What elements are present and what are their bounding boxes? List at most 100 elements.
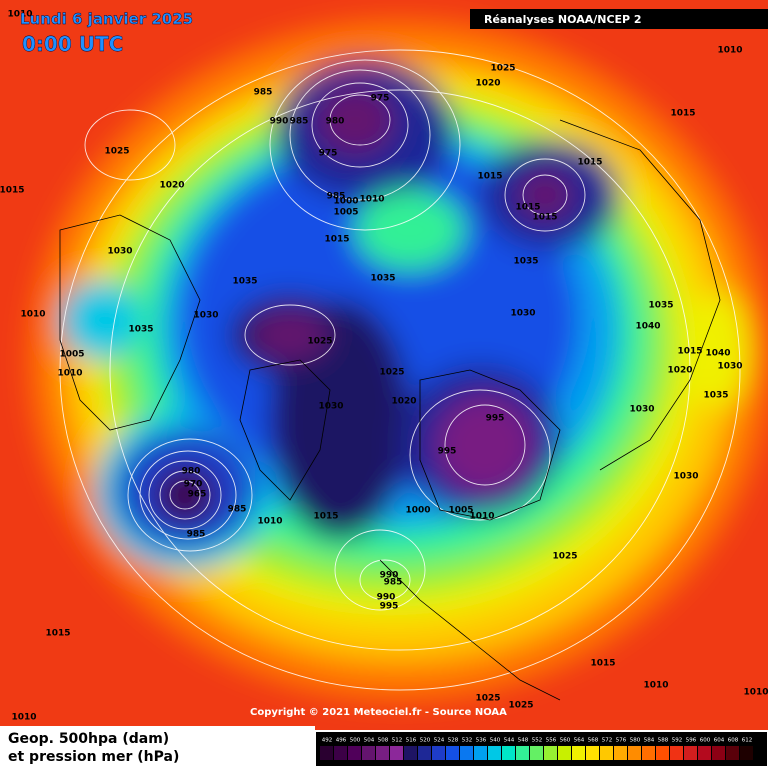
coastlines <box>59 119 721 701</box>
isobar-label: 1015 <box>532 213 557 223</box>
scale-label: 532 <box>462 738 473 744</box>
isobar-label: 1025 <box>552 552 577 562</box>
scale-label: 548 <box>518 738 529 744</box>
scale-swatch <box>670 746 683 760</box>
scale-label: 580 <box>630 738 641 744</box>
isobar-label: 1015 <box>515 203 540 213</box>
isobar-label: 1015 <box>45 629 70 639</box>
scale-swatch <box>544 746 557 760</box>
scale-swatch <box>488 746 501 760</box>
scale-label: 536 <box>476 738 487 744</box>
source-bar <box>470 9 768 29</box>
isobar-label: 1015 <box>313 512 338 522</box>
scale-label: 604 <box>714 738 725 744</box>
scale-swatch <box>628 746 641 760</box>
scale-label: 608 <box>728 738 739 744</box>
scale-label: 572 <box>602 738 613 744</box>
isobar-label: 985 <box>228 505 247 515</box>
isobar-label: 1025 <box>475 694 500 704</box>
scale-swatch <box>684 746 697 760</box>
isobar-label: 1015 <box>670 109 695 119</box>
isobar-label: 1035 <box>128 325 153 335</box>
isobar-label: 965 <box>188 490 207 500</box>
scale-swatch <box>418 746 431 760</box>
isobar-label: 1020 <box>391 397 416 407</box>
isobar-label: 1010 <box>359 195 384 205</box>
scale-label: 500 <box>350 738 361 744</box>
scale-label: 564 <box>574 738 585 744</box>
scale-swatch <box>446 746 459 760</box>
scale-label: 512 <box>392 738 403 744</box>
isobar-label: 1030 <box>107 247 132 257</box>
isobar-label: 1035 <box>513 257 538 267</box>
isobar-label: 1010 <box>717 46 742 56</box>
isobar-label: 990 <box>377 593 396 603</box>
scale-swatch <box>740 746 753 760</box>
isobar-label: 1035 <box>232 277 257 287</box>
isobar-label: 1010 <box>20 310 45 320</box>
isobar-label: 1010 <box>57 369 82 379</box>
isobar-label: 980 <box>182 467 201 477</box>
isobar-label: 1010 <box>469 512 494 522</box>
isobar-label: 1035 <box>648 301 673 311</box>
scale-label: 520 <box>420 738 431 744</box>
isobar-label: 980 <box>326 117 345 127</box>
isobar-label: 1030 <box>510 309 535 319</box>
isobar-label: 1030 <box>318 402 343 412</box>
scale-swatch <box>530 746 543 760</box>
isobar-label: 1015 <box>0 186 25 196</box>
isobar-label: 985 <box>254 88 273 98</box>
isobar-label: 1035 <box>370 274 395 284</box>
scale-swatch <box>558 746 571 760</box>
scale-label: 576 <box>616 738 627 744</box>
colorbar: 492 496 500 504 508 512 516 520 524 528 532 536 540 5… <box>316 732 767 766</box>
scale-label: 508 <box>378 738 389 744</box>
isobar-label: 1020 <box>667 366 692 376</box>
scale-label: 588 <box>658 738 669 744</box>
scale-label: 612 <box>742 738 753 744</box>
isobar-label: 1030 <box>717 362 742 372</box>
scale-swatch <box>362 746 375 760</box>
isobar-label: 1020 <box>159 181 184 191</box>
scale-label: 600 <box>700 738 711 744</box>
scale-swatch <box>642 746 655 760</box>
isobar-label: 1015 <box>477 172 502 182</box>
scale-label: 528 <box>448 738 459 744</box>
isobar-label: 1025 <box>508 701 533 711</box>
isobar-label: 1005 <box>448 506 473 516</box>
legend-title-box <box>0 726 315 768</box>
scale-swatch <box>474 746 487 760</box>
isobar-label: 995 <box>486 414 505 424</box>
geopotential-field <box>30 20 768 700</box>
isobar-label: 970 <box>184 480 203 490</box>
isobar-label: 1030 <box>673 472 698 482</box>
scale-swatch <box>502 746 515 760</box>
isobar-label: 1040 <box>705 349 730 359</box>
isobar-label: 1015 <box>324 235 349 245</box>
scale-swatch <box>460 746 473 760</box>
isobar-label: 1015 <box>577 158 602 168</box>
isobar-label: 1025 <box>490 64 515 74</box>
isobar-label: 1030 <box>193 311 218 321</box>
source-text: Réanalyses NOAA/NCEP 2 <box>484 13 642 26</box>
scale-swatch <box>376 746 389 760</box>
scale-label: 584 <box>644 738 655 744</box>
scale-label: 556 <box>546 738 557 744</box>
scale-swatch <box>712 746 725 760</box>
scale-label: 516 <box>406 738 417 744</box>
isobar-label: 1010 <box>7 10 32 20</box>
isobar-label: 985 <box>327 192 346 202</box>
isobar-label: 990 <box>380 571 399 581</box>
scale-swatch <box>390 746 403 760</box>
isobar-label: 1020 <box>475 79 500 89</box>
scale-label: 540 <box>490 738 501 744</box>
isobar-label: 1015 <box>677 347 702 357</box>
isobars <box>59 49 741 691</box>
isobar-label: 1025 <box>307 337 332 347</box>
isobar-label: 1005 <box>333 208 358 218</box>
scale-swatch <box>698 746 711 760</box>
scale-swatch <box>348 746 361 760</box>
isobar-label: 1010 <box>257 517 282 527</box>
